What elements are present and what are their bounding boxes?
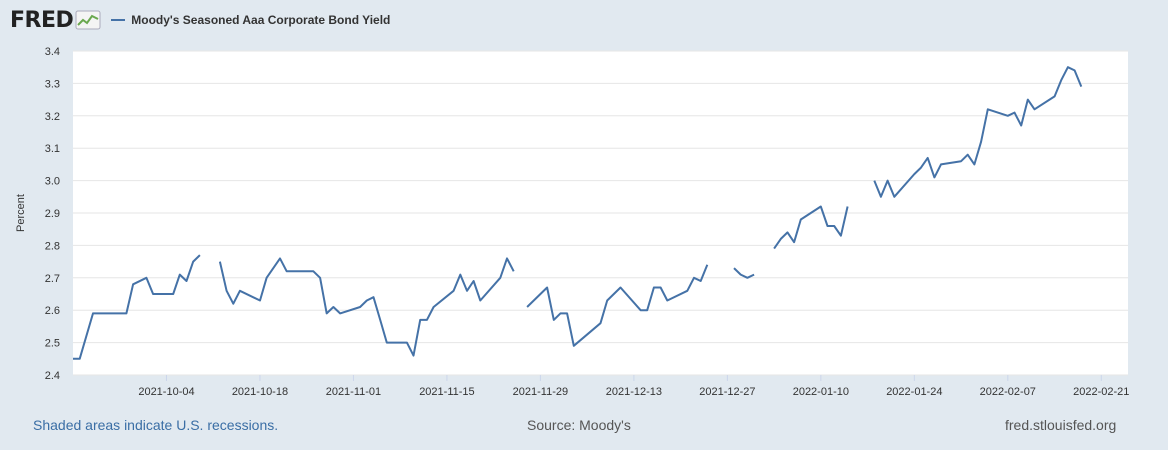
gridlines: [73, 50, 1128, 376]
y-tick-label: 3.2: [45, 111, 60, 123]
source-text: Source: Moody's: [527, 417, 631, 433]
series-line: [73, 254, 201, 360]
y-tick-label: 2.4: [45, 370, 60, 382]
y-tick-label: 3.1: [45, 143, 60, 155]
x-axis-ticks: 2021-10-04 2021-10-18 2021-11-01 2021-11-15…: [138, 375, 1129, 398]
series-line: [773, 205, 849, 250]
x-tick-label: 2022-01-10: [793, 386, 849, 398]
y-tick-label: 3.0: [45, 176, 60, 188]
fred-logo[interactable]: FRED: [10, 7, 74, 33]
site-link[interactable]: fred.stlouisfed.org: [1005, 417, 1117, 433]
legend-label: Moody's Seasoned Aaa Corporate Bond Yiel…: [131, 13, 391, 27]
y-tick-label: 2.6: [45, 305, 60, 317]
chart-legend: Moody's Seasoned Aaa Corporate Bond Yiel…: [111, 13, 390, 27]
x-tick-label: 2021-10-04: [138, 386, 194, 398]
y-tick-label: 2.8: [45, 240, 60, 252]
series-line: [873, 66, 1083, 198]
series-line: [218, 257, 515, 357]
x-tick-label: 2021-10-18: [232, 386, 288, 398]
y-axis-label: Percent: [15, 194, 27, 232]
series-line: [733, 267, 755, 279]
x-tick-label: 2021-11-01: [326, 386, 381, 398]
y-tick-label: 3.4: [45, 46, 60, 58]
legend-swatch: [111, 19, 126, 21]
trend-chart-icon: [75, 10, 101, 30]
x-tick-label: 2022-01-24: [886, 386, 942, 398]
x-tick-label: 2021-11-29: [513, 386, 568, 398]
line-chart: 2.4 2.5 2.6 2.7 2.8 2.9 3.0 3.1 3.2 3.3 3.4 2021-1…: [15, 46, 1129, 398]
y-tick-label: 2.9: [45, 208, 60, 220]
x-tick-label: 2022-02-07: [980, 386, 1036, 398]
x-tick-label: 2021-12-13: [606, 386, 662, 398]
y-tick-label: 2.7: [45, 273, 60, 285]
series-lines: [73, 66, 1083, 360]
x-tick-label: 2022-02-21: [1073, 386, 1129, 398]
y-axis-ticks: 2.4 2.5 2.6 2.7 2.8 2.9 3.0 3.1 3.2 3.3 3.4: [45, 46, 60, 382]
x-tick-label: 2021-11-15: [419, 386, 474, 398]
recessions-note[interactable]: Shaded areas indicate U.S. recessions.: [33, 417, 279, 433]
y-tick-label: 2.5: [45, 338, 60, 350]
series-line: [526, 264, 709, 347]
y-tick-label: 3.3: [45, 78, 60, 90]
x-tick-label: 2021-12-27: [699, 386, 755, 398]
chart-header: FRED Moody's Seasoned Aaa Corporate Bond…: [10, 6, 390, 34]
